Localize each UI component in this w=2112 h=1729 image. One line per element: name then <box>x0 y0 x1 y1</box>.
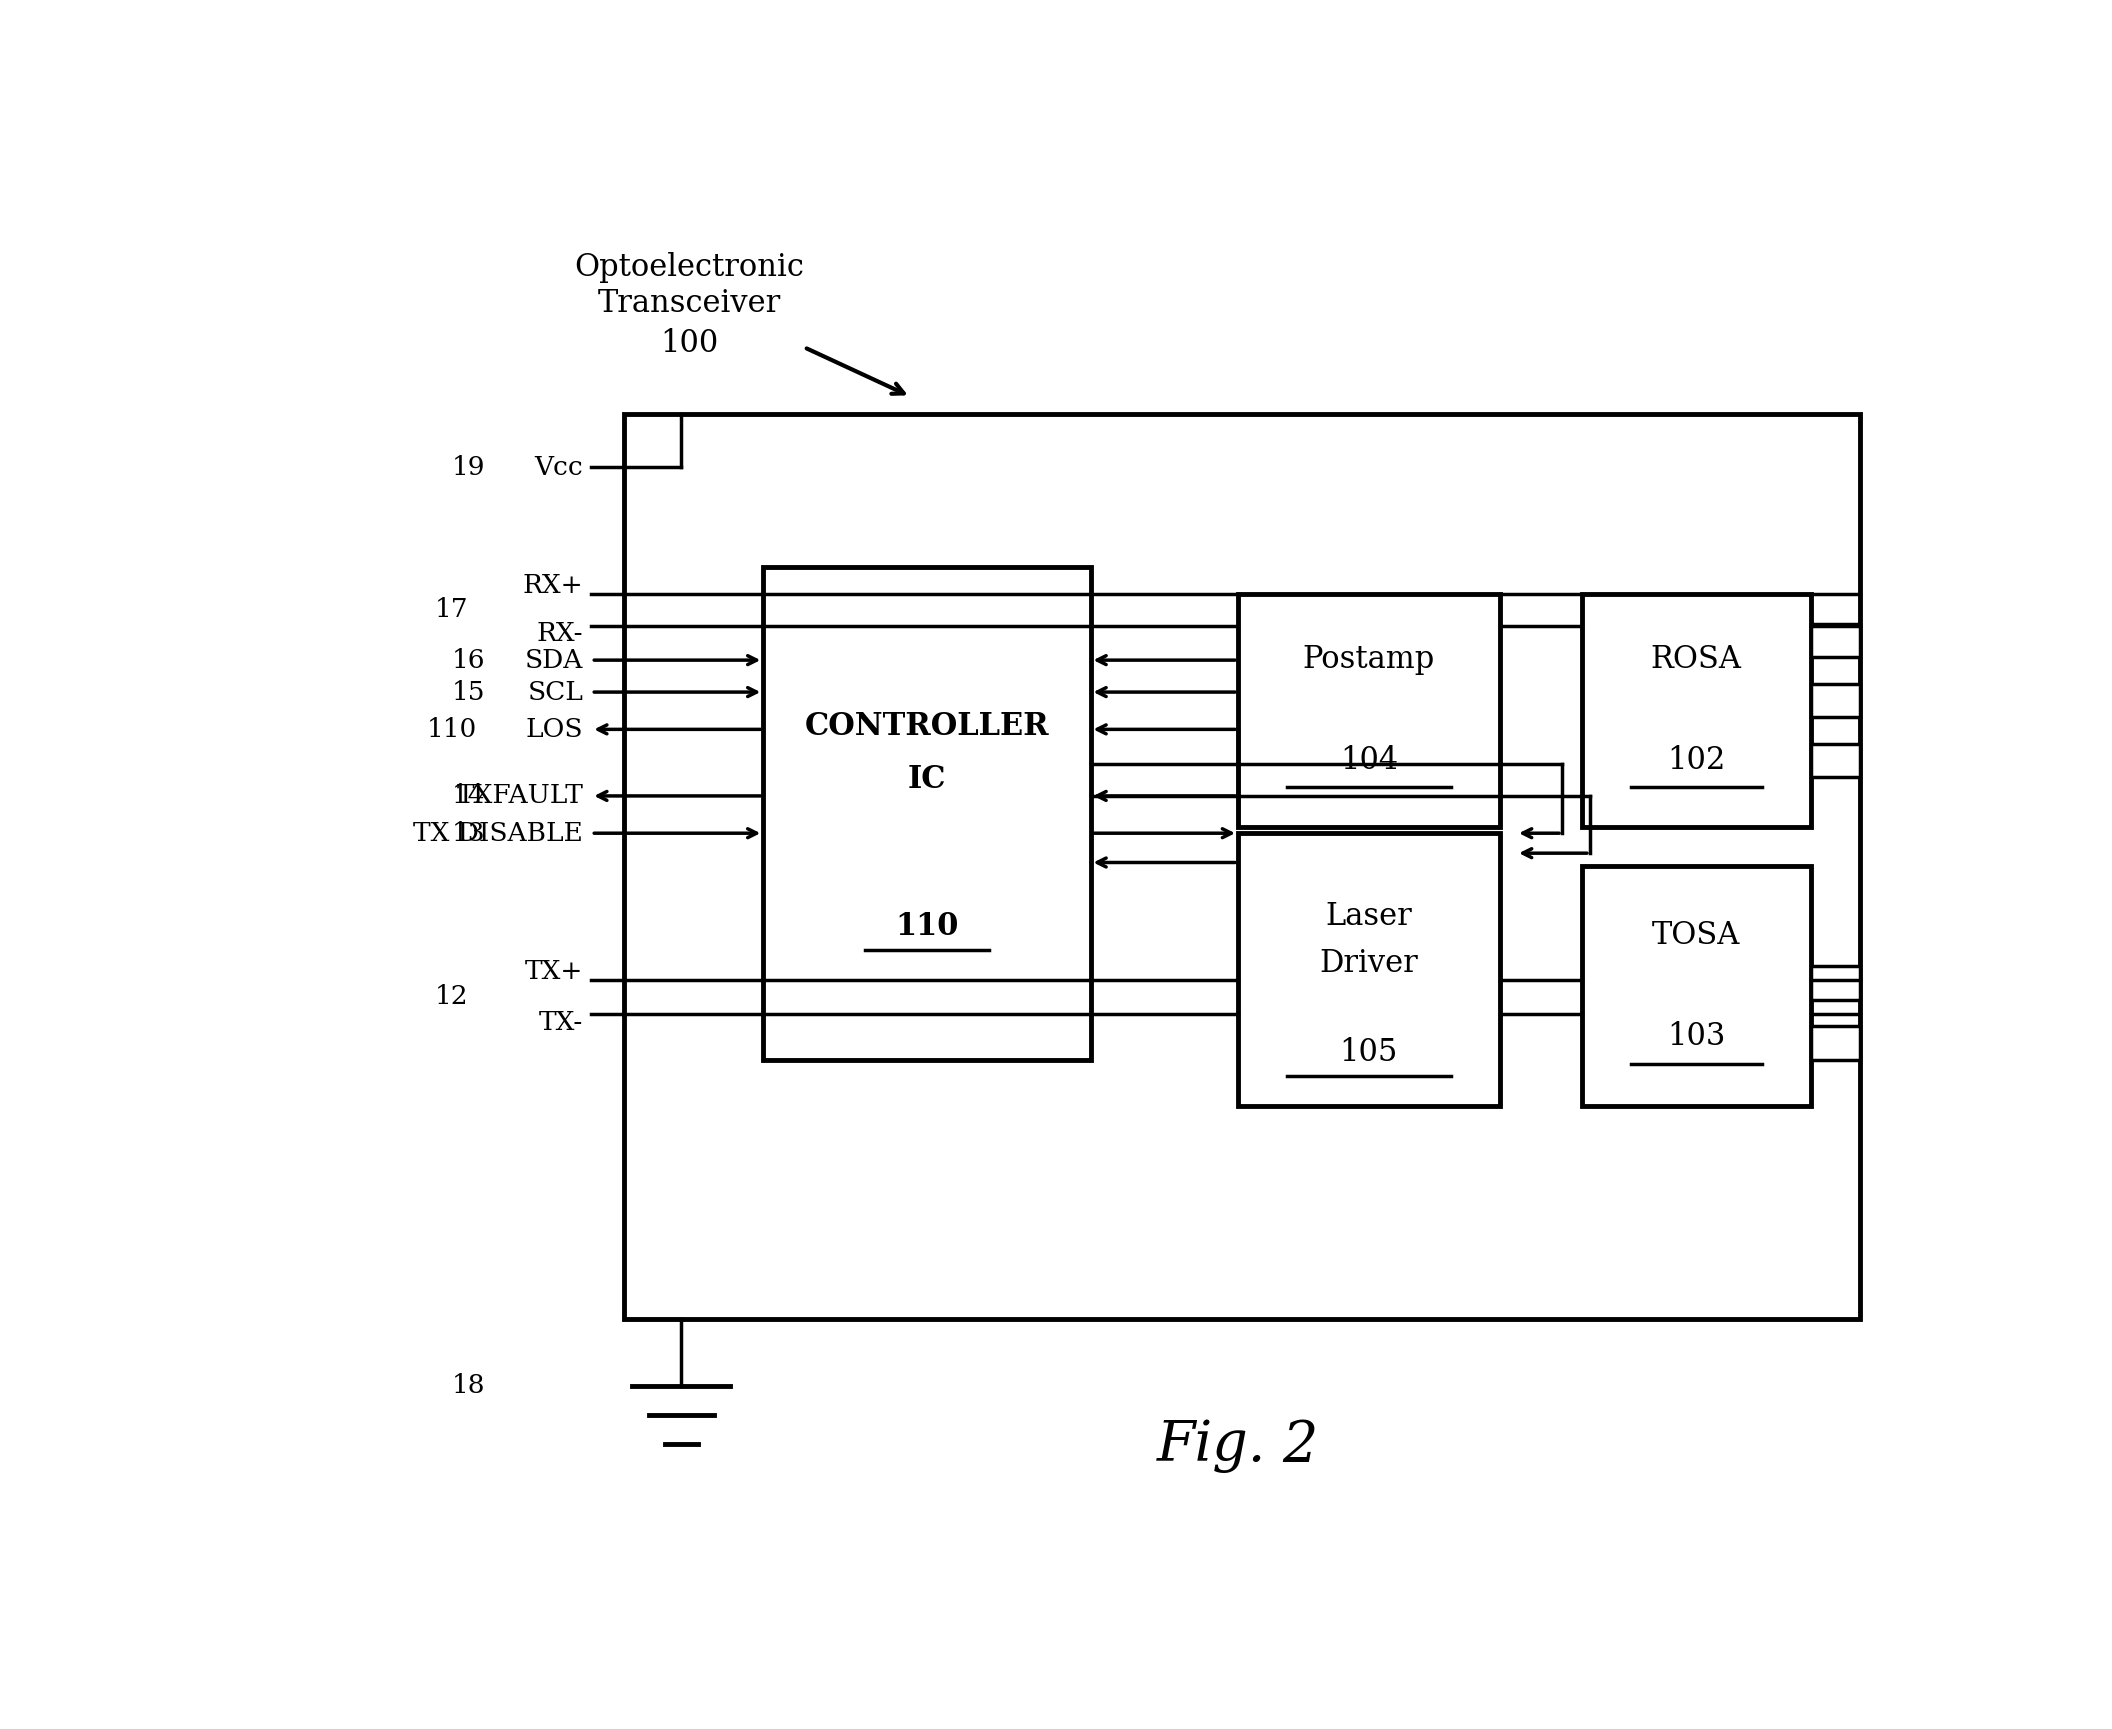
Text: TX+: TX+ <box>524 960 583 984</box>
Text: 14: 14 <box>452 783 486 809</box>
Text: RX+: RX+ <box>522 572 583 598</box>
Text: Laser: Laser <box>1326 901 1413 932</box>
Text: 16: 16 <box>452 648 486 673</box>
Text: 18: 18 <box>452 1373 486 1399</box>
Text: Vcc: Vcc <box>534 455 583 479</box>
Text: 110: 110 <box>895 911 959 942</box>
Text: Driver: Driver <box>1320 947 1419 979</box>
Text: 17: 17 <box>435 597 469 622</box>
Text: 100: 100 <box>661 329 718 360</box>
Text: 13: 13 <box>452 821 486 845</box>
Bar <box>1810 1027 1861 1060</box>
Text: 102: 102 <box>1666 745 1726 776</box>
Text: SCL: SCL <box>528 679 583 705</box>
Bar <box>1810 743 1861 778</box>
Text: 104: 104 <box>1339 745 1398 776</box>
Bar <box>1238 593 1500 826</box>
Text: RX-: RX- <box>536 621 583 647</box>
Text: 19: 19 <box>452 455 486 479</box>
Bar <box>625 413 1861 1319</box>
Text: 15: 15 <box>452 679 486 705</box>
Text: LOS: LOS <box>526 718 583 742</box>
Text: Fig. 2: Fig. 2 <box>1157 1418 1320 1473</box>
Text: Optoelectronic: Optoelectronic <box>574 252 805 284</box>
Bar <box>762 567 1090 1060</box>
Text: TXFAULT: TXFAULT <box>456 783 583 809</box>
Text: TX-: TX- <box>539 1010 583 1034</box>
Text: 105: 105 <box>1339 1037 1398 1069</box>
Bar <box>1238 833 1500 1107</box>
Text: CONTROLLER: CONTROLLER <box>805 711 1050 742</box>
Text: SDA: SDA <box>524 648 583 673</box>
Bar <box>1810 685 1861 718</box>
Bar <box>1582 593 1810 826</box>
Text: TX DISABLE: TX DISABLE <box>414 821 583 845</box>
Bar <box>1810 624 1861 657</box>
Text: 103: 103 <box>1666 1022 1726 1053</box>
Text: 12: 12 <box>435 984 469 1010</box>
Bar <box>1582 866 1810 1107</box>
Text: TOSA: TOSA <box>1652 920 1740 951</box>
Text: 110: 110 <box>427 718 477 742</box>
Text: IC: IC <box>908 764 946 795</box>
Text: ROSA: ROSA <box>1652 643 1742 674</box>
Text: Transceiver: Transceiver <box>598 287 781 318</box>
Bar <box>1810 967 1861 999</box>
Text: Postamp: Postamp <box>1303 643 1434 674</box>
